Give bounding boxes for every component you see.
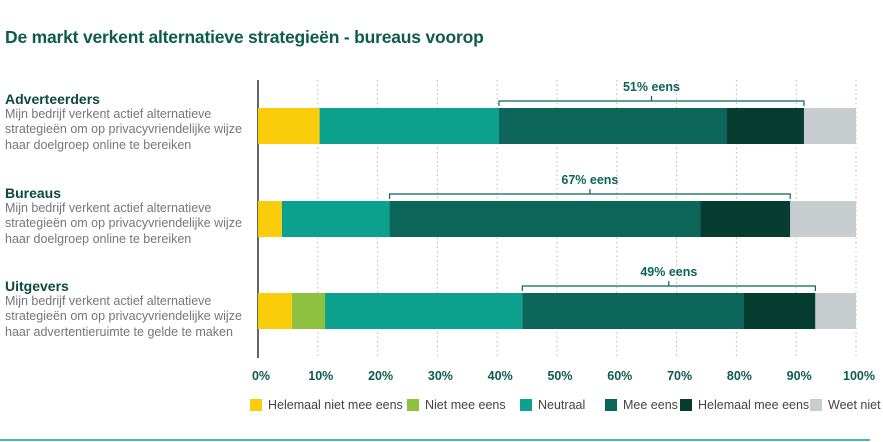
legend-swatch <box>407 399 419 411</box>
bar-segment <box>389 201 701 237</box>
row-name: Bureaus <box>5 185 62 201</box>
legend-swatch <box>810 399 822 411</box>
legend-item: Niet mee eens <box>407 398 506 412</box>
x-tick-label: 100% <box>843 369 875 383</box>
x-tick-label: 30% <box>428 369 453 383</box>
legend-label: Neutraal <box>538 398 586 412</box>
legend-label: Niet mee eens <box>425 398 506 412</box>
legend-item: Helemaal mee eens <box>680 398 809 412</box>
x-tick-label: 20% <box>368 369 393 383</box>
legend-label: Weet niet <box>828 398 881 412</box>
bar-segment <box>790 201 856 237</box>
legend-item: Mee eens <box>605 398 678 412</box>
bar-segment <box>324 293 523 329</box>
bar-segment <box>498 108 727 144</box>
bar-segment <box>258 108 320 144</box>
legend-item: Weet niet <box>810 398 881 412</box>
annotation-bracket <box>388 193 791 199</box>
bar-segment <box>281 201 390 237</box>
legend-swatch <box>605 399 617 411</box>
bar-segment <box>743 293 816 329</box>
bar-segment <box>292 293 325 329</box>
x-tick-label: 40% <box>488 369 513 383</box>
legend-label: Helemaal niet mee eens <box>268 398 403 412</box>
row-label-bureaus: Bureaus Mijn bedrijf verkent actief alte… <box>5 186 250 247</box>
row-name: Uitgevers <box>5 278 69 294</box>
row-description: Mijn bedrijf verkent actief alternatieve… <box>5 107 242 152</box>
chart-title: De markt verkent alternatieve strategieë… <box>5 27 484 47</box>
bar-segment <box>522 293 744 329</box>
legend-swatch <box>250 399 262 411</box>
legend-label: Helemaal mee eens <box>698 398 810 412</box>
annotation-bracket <box>498 100 805 106</box>
bar-segment <box>815 293 856 329</box>
legend-swatch <box>520 399 532 411</box>
annotation-label: 51% eens <box>623 80 680 94</box>
chart-annotations: 51% eens 67% eens 49% eens <box>388 80 816 291</box>
x-axis-ticks: 0% 10% 20% 30% 40% 50% 60% 70% 80% 90% 100% <box>252 369 875 383</box>
bar-segment <box>803 108 856 144</box>
row-label-uitgevers: Uitgevers Mijn bedrijf verkent actief al… <box>5 279 250 340</box>
row-label-adverteerders: Adverteerders Mijn bedrijf verkent actie… <box>5 92 250 153</box>
legend-swatch <box>680 399 692 411</box>
chart-bars <box>258 108 856 329</box>
x-tick-label: 80% <box>727 369 752 383</box>
x-tick-label: 10% <box>308 369 333 383</box>
legend-item: Neutraal <box>520 398 585 412</box>
row-description: Mijn bedrijf verkent actief alternatieve… <box>5 201 242 246</box>
x-tick-label: 50% <box>547 369 572 383</box>
row-name: Adverteerders <box>5 91 100 107</box>
annotation-label: 67% eens <box>561 173 618 187</box>
bar-segment <box>700 201 791 237</box>
legend-label: Mee eens <box>623 398 678 412</box>
annotation-label: 49% eens <box>640 265 697 279</box>
bar-segment <box>319 108 499 144</box>
bar-segment <box>258 201 282 237</box>
x-tick-label: 0% <box>252 369 270 383</box>
bar-segment <box>258 293 293 329</box>
x-tick-label: 90% <box>787 369 812 383</box>
x-tick-label: 60% <box>607 369 632 383</box>
annotation-bracket <box>521 285 816 291</box>
bar-segment <box>726 108 804 144</box>
row-description: Mijn bedrijf verkent actief alternatieve… <box>5 294 242 339</box>
x-tick-label: 70% <box>667 369 692 383</box>
legend-item: Helemaal niet mee eens <box>250 398 403 412</box>
